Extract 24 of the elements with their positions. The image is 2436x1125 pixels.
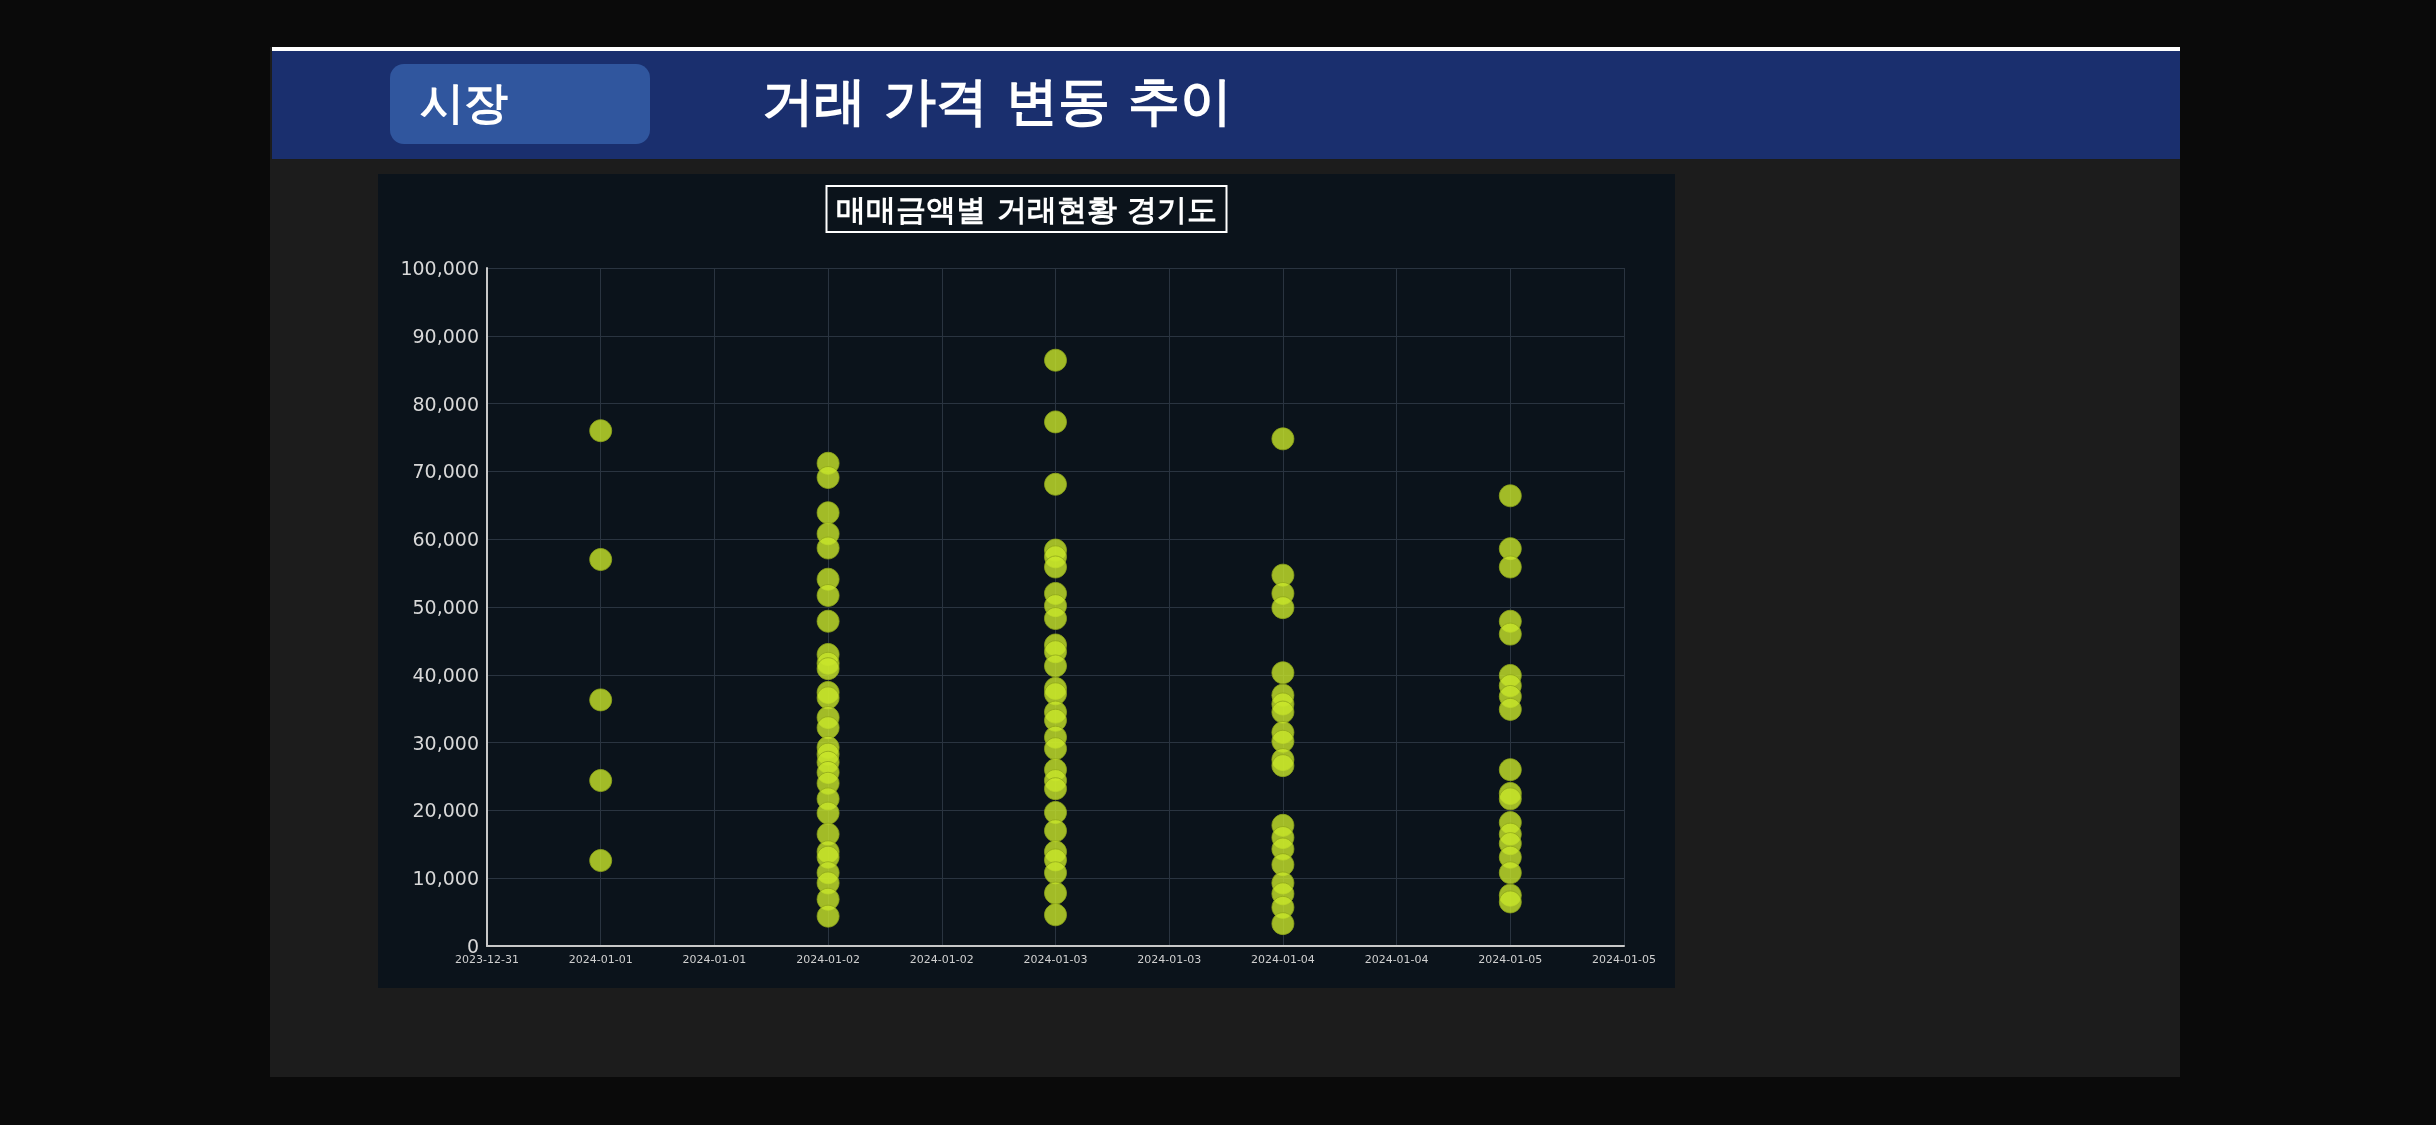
text: 거래 가격 변동 추이 [762,70,1233,133]
x-tick-label: 2024-01-01 [568,953,633,966]
x-tick-label: 2024-01-02 [909,953,974,966]
chart-title: 매매금액별 거래현황 경기도 [836,191,1217,227]
x-tick-label: 2023-12-31 [455,953,519,966]
y-tick-label: 100,000 [400,257,479,279]
x-tick-label: 2024-01-03 [1137,953,1202,966]
x-tick-label: 2024-01-04 [1364,953,1429,966]
x-tick-label: 2024-01-05 [1478,953,1543,966]
x-tick-label: 2024-01-05 [1592,953,1656,966]
x-tick-label: 2024-01-02 [796,953,861,966]
y-tick-label: 40,000 [412,663,479,686]
y-tick-label: 60,000 [412,528,479,551]
y-tick-label: 50,000 [412,596,479,618]
y-tick-label: 70,000 [412,460,479,483]
x-tick-label: 2024-01-03 [1023,953,1088,966]
y-tick-label: 80,000 [412,392,479,415]
y-tick-label: 90,000 [412,324,479,347]
y-tick-label: 20,000 [412,799,479,822]
text: 시장 [420,76,508,130]
y-tick-label: 10,000 [412,867,479,890]
y-tick-label: 30,000 [412,731,479,754]
x-tick-label: 2024-01-04 [1250,953,1315,966]
x-tick-label: 2024-01-01 [682,953,747,966]
